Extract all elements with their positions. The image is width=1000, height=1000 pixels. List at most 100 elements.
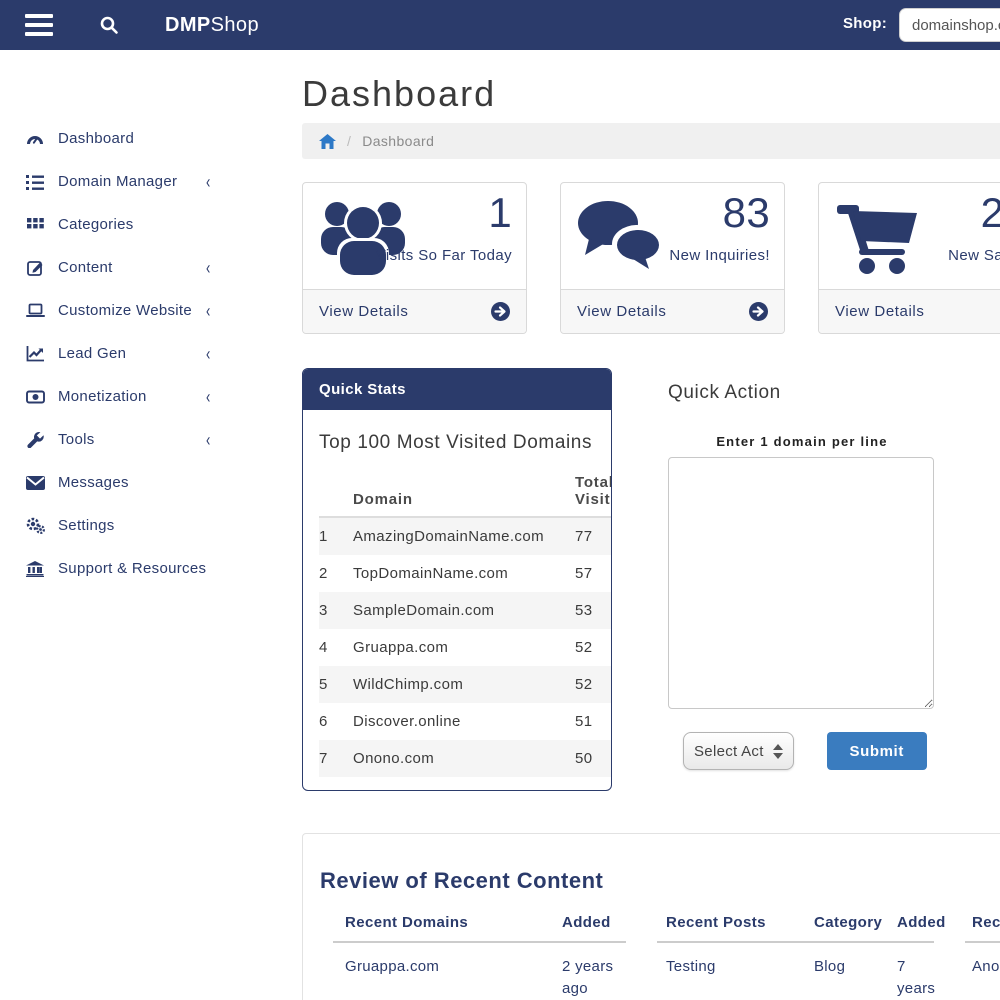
table-row: 1 AmazingDomainName.com 77 xyxy=(319,517,611,556)
select-arrows-icon xyxy=(772,743,783,759)
quick-action-heading: Quick Action xyxy=(668,382,781,404)
sidebar-item-label: Lead Gen xyxy=(58,345,127,362)
breadcrumb: / Dashboard xyxy=(302,123,1000,160)
stat-value: 1 xyxy=(488,189,512,237)
sidebar-item-settings[interactable]: Settings ‹ xyxy=(0,504,298,547)
chevron-left-icon: ‹ xyxy=(206,171,211,192)
envelope-icon xyxy=(25,475,45,490)
gears-icon xyxy=(25,517,45,534)
sidebar-item-label: Domain Manager xyxy=(58,173,178,190)
sidebar-item-label: Monetization xyxy=(58,388,147,405)
sidebar-item-domain-manager[interactable]: Domain Manager ‹ xyxy=(0,160,298,203)
category-cell: Blog xyxy=(814,958,846,976)
page-title: Dashboard xyxy=(302,73,497,114)
sidebar-item-label: Dashboard xyxy=(58,130,135,147)
search-icon[interactable] xyxy=(99,15,119,35)
col-added: Added xyxy=(897,914,946,932)
stat-label: New Sales! xyxy=(948,247,1000,265)
breadcrumb-current: Dashboard xyxy=(362,133,435,150)
arrow-circle-right-icon xyxy=(491,302,510,322)
brand-logo[interactable]: DMPShop xyxy=(165,14,259,37)
money-bill-icon xyxy=(25,390,45,404)
col-recent-posts: Recent Posts xyxy=(666,914,766,932)
sidebar-item-tools[interactable]: Tools ‹ xyxy=(0,418,298,461)
table-row: Testing Blog 7 years ago xyxy=(657,942,935,1000)
edit-icon xyxy=(25,260,45,276)
sidebar-item-support-resources[interactable]: Support & Resources ‹ xyxy=(0,547,298,590)
table-row: 4 Gruappa.com 52 xyxy=(319,639,593,657)
table-row: Anonymous xyxy=(965,942,1000,1000)
sidebar: Dashboard ‹ Domain Manager ‹ Categories … xyxy=(0,50,298,1000)
chevron-left-icon: ‹ xyxy=(206,386,211,407)
added-cell: 2 years ago xyxy=(562,958,614,997)
view-details-link[interactable]: View Details xyxy=(303,289,526,334)
sidebar-item-lead-gen[interactable]: Lead Gen ‹ xyxy=(0,332,298,375)
inquiry-cell: Anonymous xyxy=(972,958,1000,976)
grid-icon xyxy=(25,217,45,233)
stat-value: 23 xyxy=(980,189,1000,237)
col-added: Added xyxy=(562,914,611,932)
brand-bold: DMP xyxy=(165,13,211,36)
view-details-link[interactable]: View Details xyxy=(819,289,1000,334)
hamburger-menu-icon[interactable] xyxy=(25,14,53,36)
wrench-icon xyxy=(25,431,45,448)
stat-card-sales: 23 New Sales! View Details xyxy=(818,182,1000,335)
sidebar-item-customize-website[interactable]: Customize Website ‹ xyxy=(0,289,298,332)
shop-selector-input[interactable] xyxy=(899,8,1000,42)
recent-posts-table: Recent Posts Category Added Testing Blog… xyxy=(657,914,946,1000)
sidebar-item-label: Categories xyxy=(58,216,134,233)
chart-line-icon xyxy=(25,345,45,362)
sidebar-item-categories[interactable]: Categories ‹ xyxy=(0,203,298,246)
sidebar-item-label: Settings xyxy=(58,517,115,534)
col-domain: Domain xyxy=(353,491,413,509)
view-details-link[interactable]: View Details xyxy=(561,289,784,334)
sidebar-item-label: Support & Resources xyxy=(58,560,207,577)
top-navbar: DMPShop Shop: xyxy=(0,0,1000,50)
recent-post-cell[interactable]: Testing xyxy=(666,958,716,976)
submit-button[interactable]: Submit xyxy=(826,732,927,771)
action-select[interactable]: Select Act xyxy=(683,732,794,771)
chevron-left-icon: ‹ xyxy=(206,429,211,450)
sidebar-item-messages[interactable]: Messages ‹ xyxy=(0,461,298,504)
table-row: Gruappa.com 2 years ago xyxy=(333,942,626,1000)
sidebar-item-label: Customize Website xyxy=(58,302,193,319)
bank-icon xyxy=(25,560,45,577)
table-row: 3 SampleDomain.com 53 xyxy=(319,592,611,630)
breadcrumb-separator: / xyxy=(347,133,352,150)
stat-value: 83 xyxy=(722,189,770,237)
stat-card-visits: 1 Visits So Far Today View Details xyxy=(302,182,527,335)
home-icon[interactable] xyxy=(319,133,336,149)
arrow-circle-right-icon xyxy=(749,302,768,322)
comments-icon xyxy=(578,201,662,270)
top-domains-table: Domain Total Visits 1AmazingDomainName.c… xyxy=(319,474,611,778)
sidebar-item-label: Tools xyxy=(58,431,95,448)
quick-stats-panel: Quick Stats Top 100 Most Visited Domains… xyxy=(302,368,612,792)
sidebar-item-content[interactable]: Content ‹ xyxy=(0,246,298,289)
textarea-label: Enter 1 domain per line xyxy=(716,434,888,450)
col-category: Category xyxy=(814,914,883,932)
sidebar-item-dashboard[interactable]: Dashboard ‹ xyxy=(0,117,298,160)
col-recent-domains: Recent Domains xyxy=(345,914,469,932)
quick-action-section: Quick Action Enter 1 domain per line Sel… xyxy=(668,368,936,771)
sidebar-item-label: Content xyxy=(58,259,113,276)
dashboard-gauge-icon xyxy=(25,131,45,147)
table-row: 5 WildChimp.com 52 xyxy=(319,666,611,704)
middle-row: Quick Stats Top 100 Most Visited Domains… xyxy=(302,368,1000,792)
col-recent-inquiries: Recent Inquiries xyxy=(972,914,1000,932)
users-icon xyxy=(321,202,405,276)
recent-content-heading: Review of Recent Content xyxy=(320,868,604,894)
stat-label: New Inquiries! xyxy=(669,247,770,265)
quick-stats-heading: Top 100 Most Visited Domains xyxy=(319,432,593,454)
stat-label: Visits So Far Today xyxy=(375,247,512,265)
brand-light: Shop xyxy=(210,13,259,36)
quick-stats-header: Quick Stats xyxy=(303,369,611,411)
table-row: 6 Discover.online 51 xyxy=(319,713,593,731)
recent-domain-cell[interactable]: Gruappa.com xyxy=(345,958,440,976)
chevron-left-icon: ‹ xyxy=(206,257,211,278)
laptop-icon xyxy=(25,303,45,318)
recent-content-card: Review of Recent Content Recent Domains … xyxy=(302,833,1000,1000)
col-rank xyxy=(319,474,353,517)
sidebar-item-monetization[interactable]: Monetization ‹ xyxy=(0,375,298,418)
domains-textarea[interactable] xyxy=(668,457,934,710)
table-row: 7 Onono.com 50 xyxy=(319,740,611,778)
